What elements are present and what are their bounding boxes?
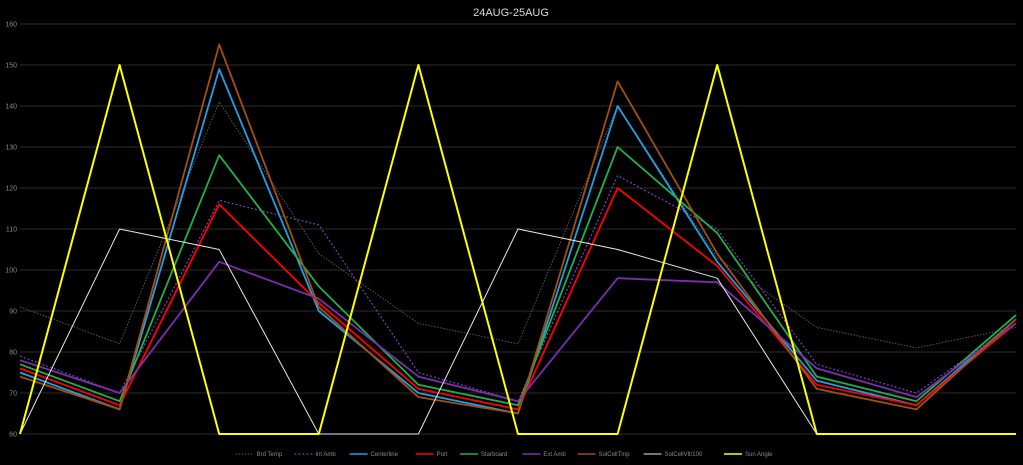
series-line: [19, 43, 1017, 415]
legend-label: SolCellVlt/100: [665, 452, 703, 458]
series-line: [19, 175, 1017, 402]
chart-title: 24AUG-25AUG: [473, 7, 549, 19]
y-tick-label: 130: [5, 145, 17, 152]
y-axis-ticks: 60 70 80 90 100 110 120 130 140 150 160: [5, 22, 17, 439]
legend-label: Centerline: [371, 452, 399, 458]
y-tick-label: 70: [9, 391, 17, 398]
legend-label: SolCellTmp: [599, 452, 631, 458]
y-tick-label: 110: [6, 227, 17, 234]
legend-label: Sun Angle: [745, 452, 773, 458]
series-line: [19, 146, 1017, 407]
y-tick-label: 90: [9, 309, 17, 316]
y-tick-label: 100: [5, 268, 17, 275]
series-line: [19, 68, 1017, 415]
series-line: [19, 187, 1017, 411]
y-tick-label: 160: [5, 22, 17, 29]
y-tick-label: 150: [5, 63, 17, 70]
y-tick-label: 80: [9, 350, 17, 357]
legend: Brd Temp Int Amb Centerline Port Starboard Ex…: [235, 452, 773, 458]
series-lines: [19, 43, 1017, 435]
legend-label: Int Amb: [315, 452, 336, 458]
legend-label: Brd Temp: [257, 452, 283, 458]
legend-label: Starboard: [481, 452, 507, 458]
y-tick-label: 140: [5, 104, 17, 111]
legend-label: Ext Amb: [543, 452, 566, 458]
y-tick-label: 120: [5, 186, 17, 193]
series-line: [19, 64, 1016, 435]
legend-label: Port: [437, 452, 448, 458]
y-tick-label: 60: [9, 432, 17, 439]
series-line: [19, 260, 1017, 403]
